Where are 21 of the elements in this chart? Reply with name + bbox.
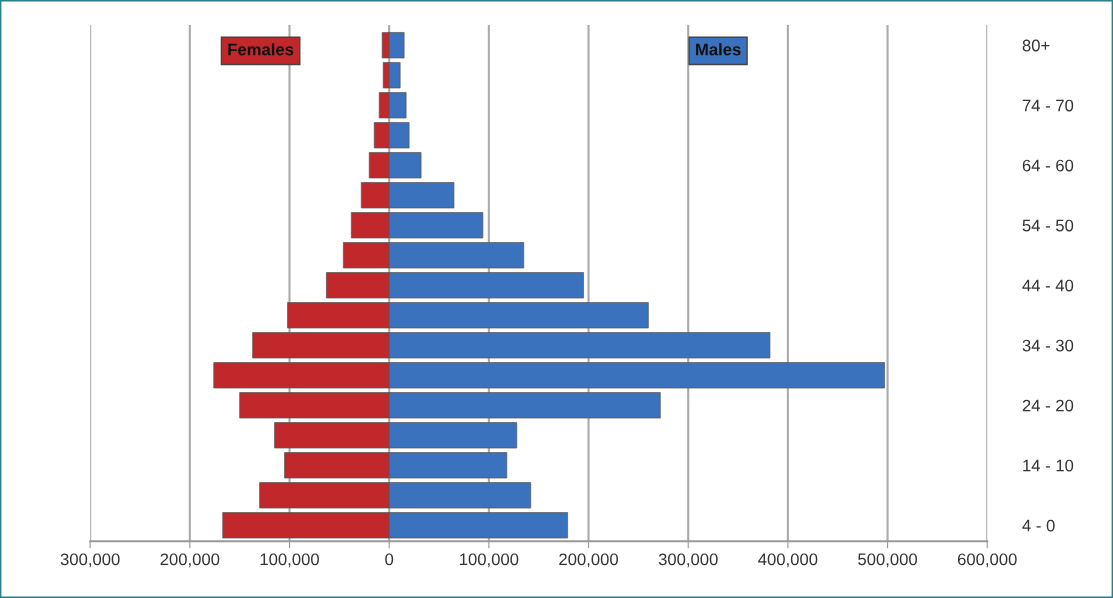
x-tick-label: 100,000 — [460, 553, 519, 568]
x-tick-label: 500,000 — [858, 553, 918, 568]
x-tick-label: 0 — [385, 553, 394, 566]
y-tick-label: 34 - 30 — [1022, 339, 1074, 352]
x-tick-label: 300,000 — [60, 553, 120, 568]
text: Females — [228, 43, 294, 56]
x-tick-label: 100,000 — [260, 553, 319, 568]
x-tick-label: 300,000 — [658, 553, 718, 568]
x-tick-label: 200,000 — [559, 553, 618, 568]
y-tick-label: 80+ — [1022, 39, 1050, 52]
y-tick-label: 24 - 20 — [1022, 399, 1074, 412]
y-tick-label: 4 - 0 — [1022, 519, 1055, 532]
x-tick-label: 600,000 — [957, 553, 1017, 568]
x-tick-label: 400,000 — [758, 553, 818, 568]
y-tick-label: 54 - 50 — [1022, 219, 1074, 232]
y-tick-label: 74 - 70 — [1022, 99, 1074, 112]
y-tick-label: 14 - 10 — [1023, 459, 1074, 472]
y-tick-label: 64 - 60 — [1022, 159, 1074, 172]
y-tick-label: 44 - 40 — [1022, 279, 1074, 292]
x-tick-label: 200,000 — [160, 553, 220, 568]
text: Males — [696, 43, 741, 56]
